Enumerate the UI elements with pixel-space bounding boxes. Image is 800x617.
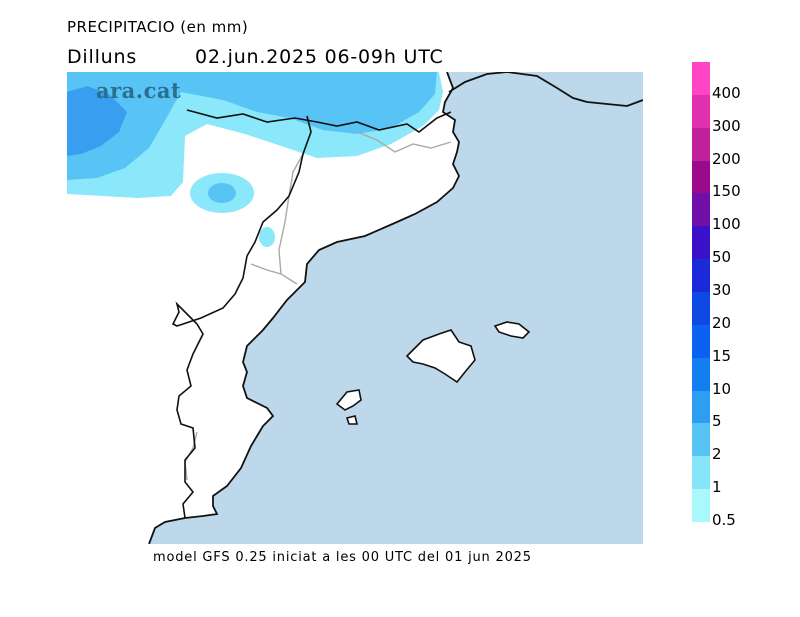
legend-label: 30 — [712, 281, 732, 299]
regional-border — [356, 131, 452, 153]
precip-mid-cell — [208, 183, 236, 203]
legend-swatch — [692, 160, 710, 194]
legend-swatch — [692, 259, 710, 293]
chart-title: PRECIPITACIO (en mm) — [67, 18, 249, 36]
island-ibiza — [335, 389, 362, 411]
legend-label: 2 — [712, 445, 722, 464]
forecast-day: Dilluns — [67, 46, 138, 68]
legend-swatch — [692, 357, 710, 392]
legend-swatch — [692, 423, 710, 457]
coastline-north — [448, 72, 643, 107]
precip-light-spot — [259, 227, 275, 247]
legend-label: 400 — [712, 83, 741, 102]
pyrenees-border — [186, 109, 452, 133]
legend-swatch — [692, 292, 710, 326]
forecast-period: Dilluns 02.jun.2025 06-09h UTC — [67, 46, 444, 68]
legend-swatch — [692, 226, 710, 260]
legend-swatch — [692, 193, 710, 227]
inland-boundary — [171, 115, 312, 519]
legend-label: 50 — [712, 248, 732, 267]
island-formentera — [345, 415, 359, 425]
precip-mid-band — [67, 72, 437, 180]
model-info: model GFS 0.25 iniciat a les 00 UTC del … — [153, 550, 532, 565]
island-menorca — [493, 321, 531, 339]
legend-swatch — [692, 489, 710, 523]
legend-label: 20 — [712, 313, 732, 332]
legend-swatch — [692, 127, 710, 162]
legend-label: 200 — [712, 149, 741, 168]
legend-label: 5 — [712, 412, 722, 431]
legend-label: 1 — [712, 478, 722, 497]
legend-swatch — [692, 456, 710, 490]
legend-swatch — [692, 62, 710, 96]
legend-label: 0.5 — [712, 511, 736, 529]
legend-label: 100 — [712, 215, 741, 234]
regional-border — [250, 263, 282, 275]
legend-swatch — [692, 94, 710, 129]
precip-heavy-band — [67, 86, 127, 156]
forecast-date-range: 02.jun.2025 06-09h UTC — [195, 46, 444, 68]
island-mallorca — [405, 329, 476, 384]
precipitation-map — [67, 72, 643, 544]
legend-swatch — [692, 390, 710, 424]
legend-label: 10 — [712, 379, 732, 398]
legend-label: 150 — [712, 182, 741, 201]
ara-cat-logo: ara.cat — [96, 78, 182, 103]
legend-label: 300 — [712, 116, 741, 135]
legend-swatch — [692, 324, 710, 359]
coastline — [148, 72, 461, 544]
legend-label: 15 — [712, 346, 732, 365]
